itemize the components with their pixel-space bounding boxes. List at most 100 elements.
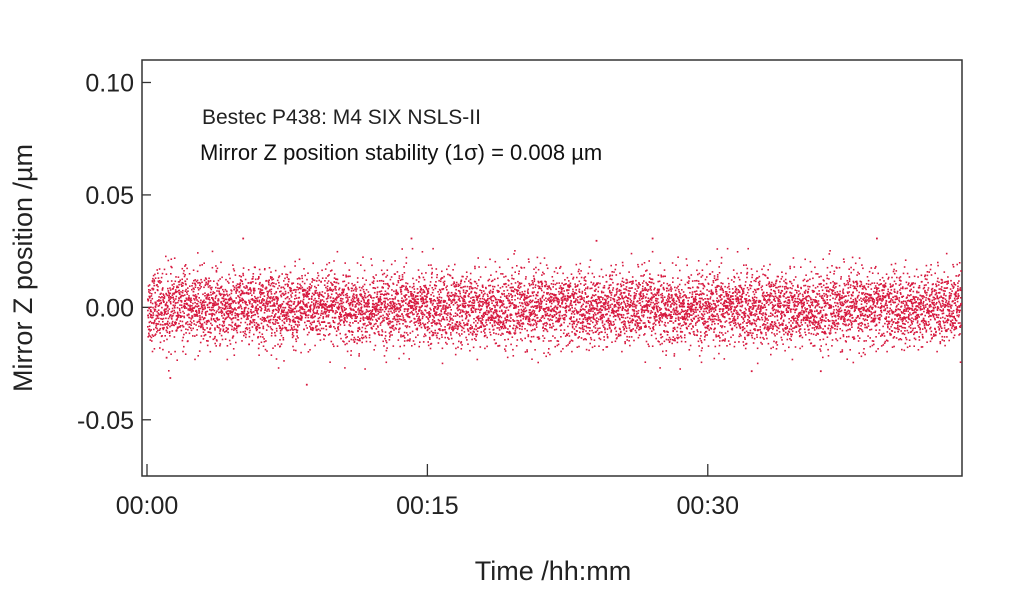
- data-point: [498, 318, 500, 321]
- data-point: [317, 333, 320, 335]
- data-point: [377, 310, 379, 313]
- data-point: [317, 272, 319, 274]
- data-point: [580, 327, 582, 330]
- data-point: [281, 273, 283, 275]
- data-point: [534, 328, 536, 331]
- data-point: [506, 294, 508, 297]
- data-point: [303, 290, 305, 292]
- data-point: [147, 309, 149, 312]
- data-point: [261, 333, 264, 335]
- data-point: [331, 283, 333, 285]
- data-point: [234, 324, 237, 326]
- data-point: [587, 272, 590, 275]
- data-point: [228, 273, 230, 276]
- data-point: [366, 295, 369, 298]
- data-point: [400, 335, 402, 338]
- data-point: [182, 325, 185, 328]
- data-point: [399, 315, 402, 317]
- data-point: [450, 291, 453, 294]
- data-point: [465, 317, 467, 320]
- data-point: [250, 305, 253, 308]
- data-point: [430, 273, 433, 275]
- data-point: [569, 318, 572, 320]
- data-point: [399, 303, 401, 305]
- data-point: [244, 302, 247, 304]
- data-point: [551, 327, 553, 329]
- data-point: [220, 334, 223, 337]
- data-point: [303, 268, 305, 270]
- data-point: [481, 284, 484, 287]
- data-point: [263, 302, 265, 305]
- data-point: [245, 333, 247, 336]
- data-point: [433, 332, 435, 334]
- data-point: [579, 298, 582, 301]
- data-point: [198, 325, 200, 328]
- data-point: [516, 326, 519, 329]
- data-point: [207, 283, 209, 286]
- data-point: [154, 302, 157, 305]
- data-point: [435, 281, 437, 283]
- data-point: [226, 310, 229, 312]
- data-point: [569, 308, 571, 310]
- data-point: [168, 322, 171, 325]
- data-point: [311, 315, 313, 317]
- data-point: [315, 289, 318, 292]
- data-point: [333, 305, 335, 307]
- data-point: [556, 297, 558, 299]
- data-point: [309, 310, 312, 313]
- data-point: [568, 295, 571, 298]
- data-point: [520, 311, 523, 314]
- data-point: [245, 301, 247, 303]
- data-point: [186, 299, 188, 301]
- data-point: [270, 283, 273, 285]
- data-point: [549, 301, 551, 304]
- data-point: [275, 291, 278, 293]
- data-point: [376, 295, 379, 298]
- data-point: [286, 329, 289, 332]
- data-point: [176, 319, 178, 321]
- data-point: [430, 264, 432, 266]
- data-point: [376, 325, 379, 327]
- data-point: [405, 282, 407, 284]
- data-point: [234, 322, 237, 325]
- data-point: [161, 272, 164, 275]
- data-point: [272, 310, 275, 312]
- data-point: [181, 306, 183, 309]
- data-point: [224, 338, 227, 340]
- data-point: [305, 303, 308, 305]
- data-point: [596, 304, 598, 306]
- data-point: [234, 274, 237, 276]
- data-point: [294, 260, 296, 263]
- data-point: [494, 311, 497, 313]
- data-point: [459, 286, 462, 289]
- data-point: [240, 307, 243, 310]
- data-point: [349, 321, 351, 324]
- data-point: [152, 306, 154, 309]
- data-point: [527, 296, 530, 298]
- data-point: [263, 340, 266, 343]
- data-point: [168, 370, 170, 372]
- data-point: [356, 262, 359, 264]
- data-point: [446, 318, 448, 321]
- data-point: [403, 295, 405, 297]
- data-point: [556, 312, 558, 314]
- data-point: [276, 330, 278, 332]
- data-point: [462, 289, 465, 291]
- data-point: [596, 309, 598, 311]
- data-point: [333, 345, 335, 348]
- data-point: [345, 308, 347, 310]
- data-point: [199, 307, 202, 310]
- data-point: [406, 289, 408, 291]
- data-point: [273, 292, 276, 295]
- data-point: [575, 289, 577, 291]
- data-point: [433, 320, 436, 322]
- data-point: [395, 303, 398, 306]
- data-point: [488, 317, 491, 320]
- data-point: [499, 315, 501, 317]
- data-point: [203, 334, 206, 337]
- data-point: [587, 295, 589, 298]
- data-point: [349, 275, 351, 278]
- data-point: [234, 328, 236, 330]
- data-point: [163, 297, 166, 300]
- data-point: [493, 321, 496, 324]
